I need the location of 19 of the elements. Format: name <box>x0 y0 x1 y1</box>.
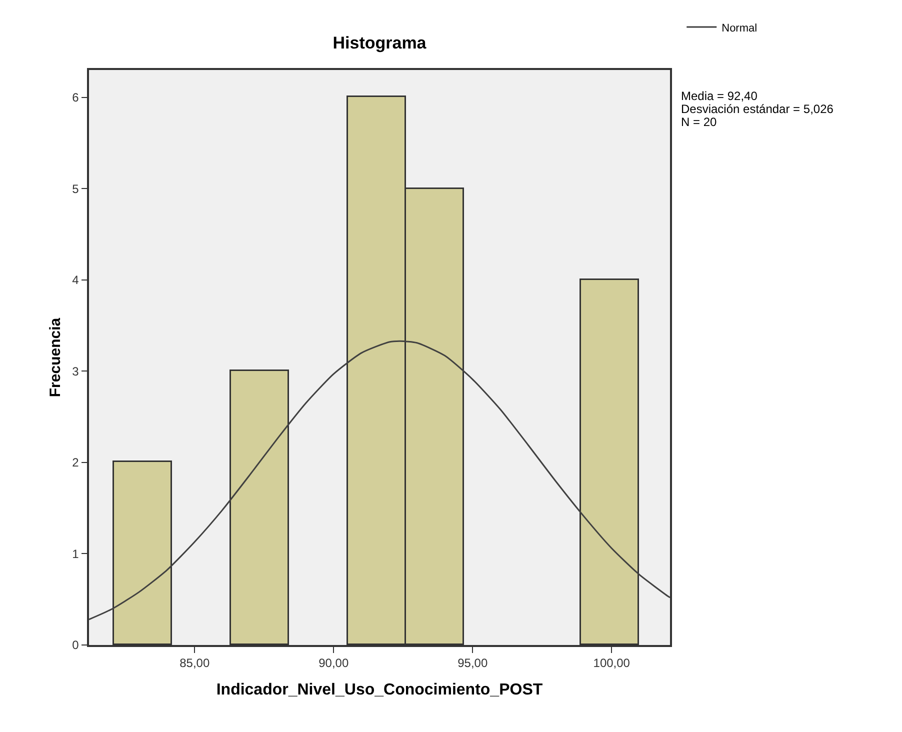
y-tick-label: 3 <box>72 364 80 378</box>
line-series <box>89 340 670 620</box>
x-axis-title: Indicador_Nivel_Uso_Conocimiento_POST <box>216 681 543 698</box>
x-tick-label: 95,00 <box>458 656 488 670</box>
x-tick-label: 90,00 <box>318 656 349 670</box>
legend-label: Normal <box>722 22 758 34</box>
y-tick-label: 0 <box>72 638 80 652</box>
y-tick-label: 5 <box>72 182 80 196</box>
y-tick-label: 1 <box>72 546 80 561</box>
y-axis-title: Frecuencia <box>46 317 64 398</box>
text: Media = 92,40 <box>681 89 758 103</box>
y-tick-label: 2 <box>72 456 80 470</box>
y-tick-label: 4 <box>72 273 80 288</box>
x-tick-label: 100,00 <box>593 656 630 670</box>
y-tick-label: 6 <box>72 90 80 105</box>
text: N = 20 <box>681 115 718 129</box>
text: Desviación estándar = 5,026 <box>681 102 834 116</box>
chart-title: Histograma <box>332 34 427 52</box>
x-tick-label: 85,00 <box>180 656 210 670</box>
